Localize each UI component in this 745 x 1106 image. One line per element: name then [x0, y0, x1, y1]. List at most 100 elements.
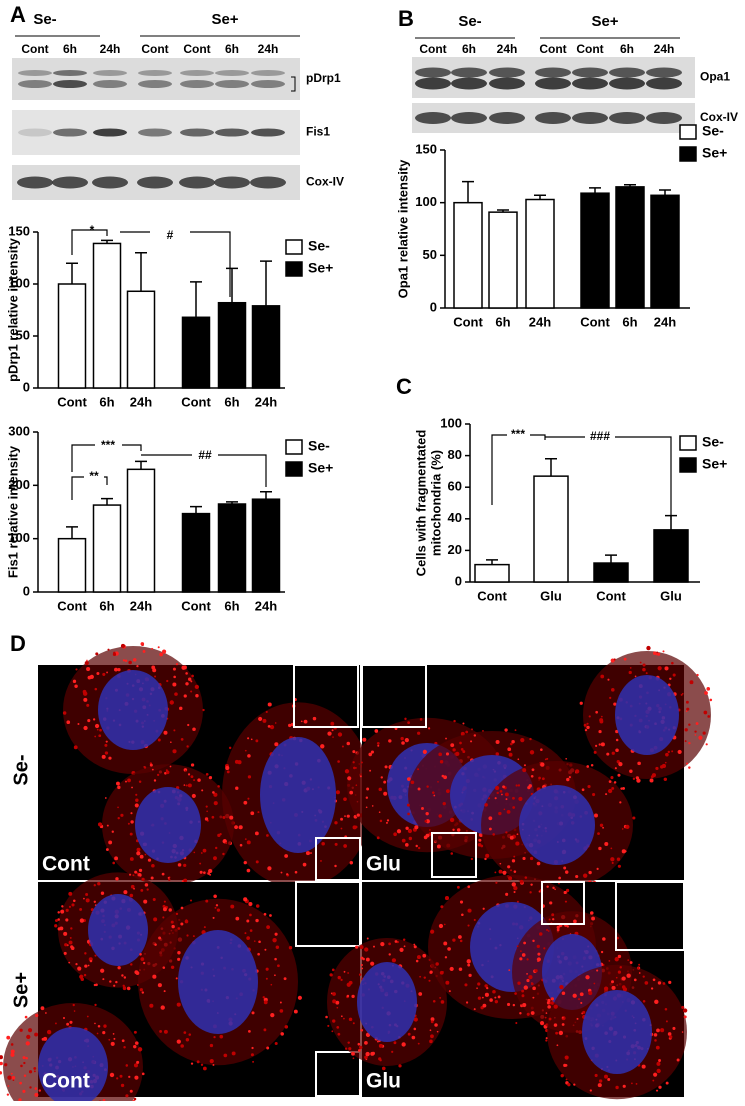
mitochondria — [624, 658, 627, 661]
mitochondria — [185, 682, 188, 685]
mitochondria — [159, 653, 163, 657]
mitochondria — [551, 997, 554, 1000]
mitochondria — [205, 900, 208, 903]
mitochondria — [28, 1028, 32, 1032]
mitochondria — [257, 953, 260, 956]
mitochondria — [429, 1040, 433, 1044]
mitochondria — [662, 650, 664, 652]
mitochondria — [431, 1020, 434, 1023]
mitochondria — [70, 927, 72, 929]
mitochondria — [41, 1006, 45, 1010]
mitochondria — [117, 966, 120, 969]
mitochondria — [70, 937, 72, 939]
mitochondria — [343, 1018, 345, 1020]
group-label: Se- — [33, 11, 56, 28]
band — [215, 80, 249, 88]
mitochondria — [614, 658, 616, 660]
band — [250, 177, 286, 189]
mitochondria — [600, 675, 604, 679]
mitochondria — [370, 962, 374, 966]
mitochondria — [139, 869, 142, 872]
mitochondria — [643, 1000, 646, 1003]
mitochondria — [250, 929, 253, 932]
mitochondria — [86, 704, 89, 707]
mitochondria — [127, 987, 131, 991]
mitochondria — [158, 646, 160, 648]
mitochondria — [594, 813, 598, 817]
mitochondria — [517, 945, 519, 947]
x-tick-label: Cont — [57, 394, 87, 409]
mitochondria — [499, 870, 503, 874]
mitochondria — [181, 907, 184, 910]
mitochondria — [240, 844, 243, 847]
mitochondria — [353, 1022, 355, 1024]
band — [92, 177, 128, 189]
mitochondria — [515, 1022, 517, 1024]
mitochondria — [206, 773, 209, 776]
mitochondria — [255, 919, 258, 922]
mitochondria — [251, 1053, 254, 1056]
mitochondria — [441, 1000, 445, 1004]
bar — [594, 563, 628, 582]
mitochondria — [264, 1000, 268, 1004]
mitochondria — [658, 1059, 661, 1062]
mitochondria — [139, 781, 141, 783]
mitochondria — [664, 666, 668, 670]
lane-label: 6h — [462, 42, 476, 56]
band — [214, 177, 250, 189]
mitochondria — [653, 1073, 657, 1077]
mitochondria — [126, 1064, 129, 1067]
mitochondria — [118, 817, 120, 819]
bar — [59, 539, 86, 592]
mitochondria — [665, 753, 669, 757]
mitochondria — [377, 745, 379, 747]
mitochondria — [98, 1025, 101, 1028]
group-label: Se+ — [591, 13, 618, 30]
mitochondria — [467, 959, 471, 963]
mitochondria — [517, 833, 519, 835]
mitochondria — [84, 964, 87, 967]
mitochondria — [130, 1090, 133, 1093]
mitochondria — [707, 715, 710, 718]
mitochondria — [686, 762, 688, 764]
mitochondria — [404, 945, 406, 947]
mitochondria — [532, 940, 534, 942]
mitochondria — [611, 688, 615, 692]
mitochondria — [275, 722, 277, 724]
mitochondria — [710, 699, 713, 702]
mitochondria — [164, 990, 166, 992]
lane-label: Cont — [419, 42, 446, 56]
mitochondria — [256, 904, 260, 908]
mitochondria — [622, 828, 624, 830]
mitochondria — [615, 748, 619, 752]
mitochondria — [63, 711, 67, 715]
mitochondria — [562, 992, 566, 996]
band — [572, 68, 608, 78]
mitochondria — [459, 968, 462, 971]
mitochondria — [115, 981, 117, 983]
mitochondria — [480, 845, 483, 848]
mitochondria — [529, 891, 531, 893]
mitochondria — [445, 896, 449, 900]
mitochondria — [266, 968, 269, 971]
mitochondria — [274, 742, 278, 746]
mitochondria — [35, 1014, 38, 1017]
mitochondria — [117, 668, 120, 671]
mitochondria — [183, 864, 186, 867]
mitochondria — [662, 764, 666, 768]
mitochondria — [537, 960, 539, 962]
mitochondria — [244, 932, 246, 934]
mitochondria — [96, 672, 99, 675]
mitochondria — [359, 1046, 362, 1049]
y-axis-label: mitochondria (%) — [428, 450, 443, 556]
mitochondria — [443, 942, 447, 946]
mitochondria — [337, 1007, 339, 1009]
mitochondria — [419, 976, 421, 978]
mitochondria — [366, 788, 369, 791]
mitochondria — [327, 731, 331, 735]
mitochondria — [585, 975, 589, 979]
mitochondria — [274, 974, 276, 976]
mitochondria — [135, 794, 137, 796]
mitochondria — [402, 839, 406, 843]
mitochondria — [433, 795, 435, 797]
